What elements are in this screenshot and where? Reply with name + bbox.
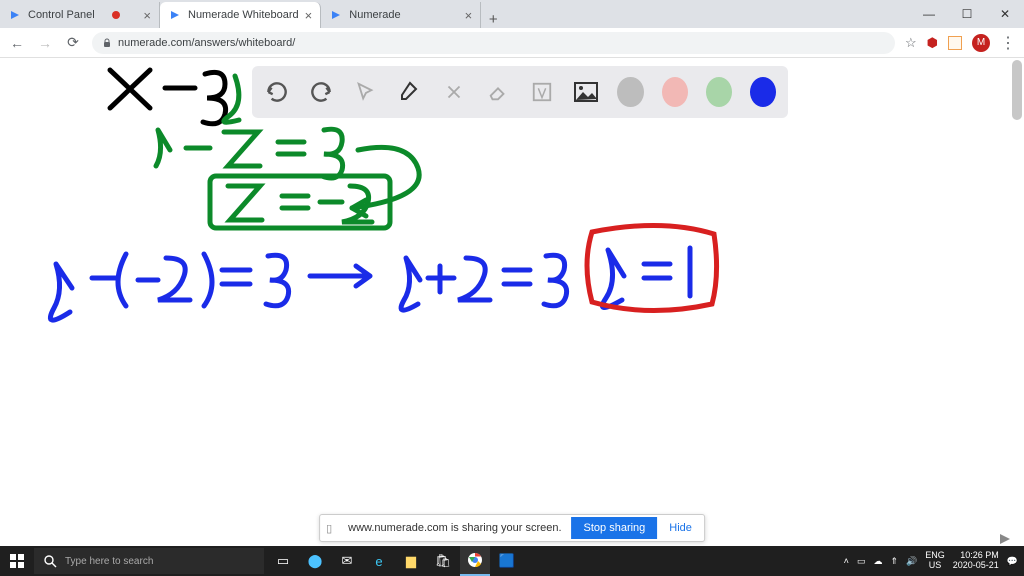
share-info-icon: ▯ xyxy=(320,522,338,535)
handwriting-layer xyxy=(0,58,1024,538)
ublock-icon[interactable]: ⬢ xyxy=(927,35,938,51)
explorer-icon[interactable]: ▆ xyxy=(396,546,426,576)
tab-close-icon[interactable]: × xyxy=(143,8,151,23)
new-tab-button[interactable]: + xyxy=(481,11,505,28)
tab-label: Numerade Whiteboard xyxy=(188,9,299,21)
extension-icon[interactable] xyxy=(948,36,962,50)
share-message: www.numerade.com is sharing your screen. xyxy=(338,522,571,534)
tab-close-icon[interactable]: × xyxy=(305,8,313,23)
edge-icon[interactable]: e xyxy=(364,546,394,576)
whiteboard-canvas[interactable] xyxy=(0,58,1024,546)
window-controls: — ☐ ✕ xyxy=(910,0,1024,28)
numerade-favicon xyxy=(8,8,22,22)
url-text: numerade.com/answers/whiteboard/ xyxy=(118,37,295,49)
notifications-icon[interactable]: 💬 xyxy=(1007,556,1018,567)
tab-close-icon[interactable]: × xyxy=(465,8,473,23)
onedrive-icon[interactable]: ☁ xyxy=(873,556,882,567)
hide-share-button[interactable]: Hide xyxy=(657,522,704,534)
scrollbar-arrow-icon[interactable] xyxy=(1000,534,1010,544)
search-placeholder: Type here to search xyxy=(65,556,153,567)
task-view-icon[interactable]: ▭ xyxy=(268,546,298,576)
cortana-icon[interactable]: ⬤ xyxy=(300,546,330,576)
window-maximize-button[interactable]: ☐ xyxy=(948,0,986,28)
app-icon[interactable]: 🟦 xyxy=(492,546,522,576)
wifi-icon[interactable]: ⇑ xyxy=(890,556,898,567)
windows-taskbar: Type here to search ▭ ⬤ ✉ e ▆ 🛍 🟦 ˄ ▭ ☁ … xyxy=(0,546,1024,576)
numerade-favicon xyxy=(329,8,343,22)
taskbar-search[interactable]: Type here to search xyxy=(34,548,264,574)
language-indicator[interactable]: ENGUS xyxy=(925,551,945,571)
lock-icon xyxy=(102,38,112,48)
tab-label: Control Panel xyxy=(28,9,95,21)
mail-icon[interactable]: ✉ xyxy=(332,546,362,576)
bookmark-star-icon[interactable]: ☆ xyxy=(905,35,917,51)
tray-chevron-icon[interactable]: ˄ xyxy=(844,556,849,566)
system-tray: ˄ ▭ ☁ ⇑ 🔊 ENGUS 10:26 PM2020-05-21 💬 xyxy=(844,551,1024,571)
store-icon[interactable]: 🛍 xyxy=(428,546,458,576)
tab-control-panel[interactable]: Control Panel × xyxy=(0,2,160,28)
address-bar[interactable]: numerade.com/answers/whiteboard/ xyxy=(92,32,895,54)
browser-toolbar: ← → ⟳ numerade.com/answers/whiteboard/ ☆… xyxy=(0,28,1024,58)
browser-tabstrip: Control Panel × Numerade Whiteboard × Nu… xyxy=(0,0,1024,28)
taskbar-apps: ▭ ⬤ ✉ e ▆ 🛍 🟦 xyxy=(268,546,522,576)
numerade-favicon xyxy=(168,8,182,22)
battery-icon[interactable]: ▭ xyxy=(857,556,866,567)
taskbar-clock[interactable]: 10:26 PM2020-05-21 xyxy=(953,551,999,571)
back-button[interactable]: ← xyxy=(8,35,26,51)
start-button[interactable] xyxy=(0,554,34,568)
tab-label: Numerade xyxy=(349,9,400,21)
window-close-button[interactable]: ✕ xyxy=(986,0,1024,28)
vertical-scrollbar[interactable] xyxy=(1012,60,1022,120)
tab-whiteboard[interactable]: Numerade Whiteboard × xyxy=(160,2,321,28)
reload-button[interactable]: ⟳ xyxy=(64,34,82,51)
search-icon xyxy=(44,555,57,568)
tab-numerade[interactable]: Numerade × xyxy=(321,2,481,28)
window-minimize-button[interactable]: — xyxy=(910,0,948,28)
screen-share-bar: ▯ www.numerade.com is sharing your scree… xyxy=(319,514,705,542)
chrome-icon[interactable] xyxy=(460,546,490,576)
volume-icon[interactable]: 🔊 xyxy=(906,556,917,567)
recording-indicator-icon xyxy=(112,11,120,19)
menu-icon[interactable]: ⋮ xyxy=(1000,33,1016,53)
stop-sharing-button[interactable]: Stop sharing xyxy=(572,517,658,539)
forward-button[interactable]: → xyxy=(36,35,54,51)
profile-avatar[interactable]: M xyxy=(972,34,990,52)
